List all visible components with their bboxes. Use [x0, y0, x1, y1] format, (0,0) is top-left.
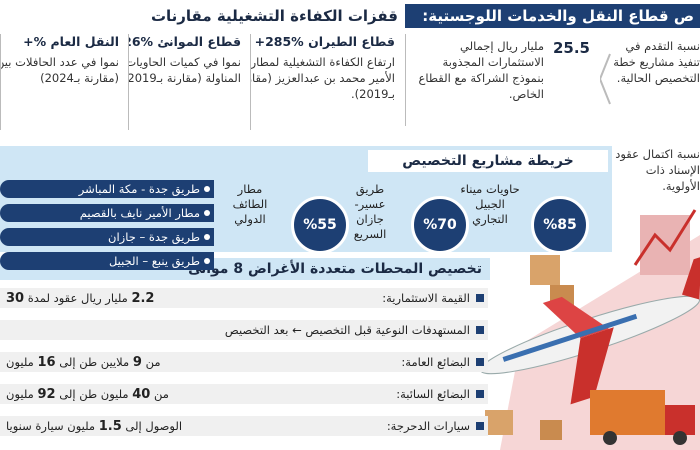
efficiency-title: قفزات الكفاءة التشغيلية مقارنات: [150, 7, 398, 25]
port-row: القيمة الاستثمارية: 2.2 مليار ريال عقود ل…: [0, 288, 488, 308]
value-part: ملايين طن: [79, 355, 130, 369]
row-value: 2.2 مليار ريال عقود لمدة 30: [0, 288, 154, 308]
bracket-icon: [600, 53, 611, 105]
bullet: [476, 358, 484, 366]
wing: [570, 327, 614, 405]
stat-box: 25.5 مليار ريال إجمالي الاستثمارات المجذ…: [405, 34, 596, 126]
stat-box: نسبة التقدم في تنفيذ مشاريع خطة التخصيص …: [600, 34, 700, 130]
value-part: 2.2: [131, 291, 155, 306]
efficiency-sector: النقل العام: [50, 34, 119, 49]
value-part: 92: [37, 387, 56, 402]
windows: [502, 313, 638, 362]
port-row: البضائع السائبة: من 40 مليون طن إلى 92 مل…: [0, 384, 488, 404]
efficiency-column: النقل العام +% نموا في عدد الحافلات بين (…: [0, 34, 125, 130]
port-row: المستهدفات النوعية قبل التخصيص ← بعد الت…: [0, 320, 488, 340]
sector-title: ص قطاع النقل والخدمات اللوجستية:: [405, 4, 700, 28]
port-row: البضائع العامة: من 9 ملايين طن إلى 16 ملي…: [0, 352, 488, 372]
project-item: طريق ينبع – الجبيل: [0, 252, 214, 270]
row-label: البضائع السائبة:: [396, 387, 470, 401]
efficiency-text: نموا في عدد الحافلات بين (مقارنة بـ2024): [0, 55, 119, 85]
efficiency-sector: قطاع الموانئ: [157, 34, 241, 49]
value-part: 40: [132, 387, 151, 402]
value-part: مليون طن: [79, 387, 129, 401]
row-label: البضائع العامة:: [401, 355, 470, 369]
tail: [682, 256, 700, 300]
truck-cab: [665, 405, 695, 435]
progress-label: حاويات ميناء الجبيل التجاري: [460, 182, 520, 226]
progress-label: طريق عسير- جازان السريع: [353, 182, 387, 241]
wheel: [673, 431, 687, 445]
stat-text: نسبة التقدم في تنفيذ مشاريع خطة التخصيص …: [613, 39, 700, 85]
wing: [542, 296, 610, 339]
stat-box: نسبة اكتمال عقود الإسناد ذات الأولوية.: [615, 146, 700, 208]
row-label: سيارات الدحرجة:: [386, 419, 470, 433]
row-label: القيمة الاستثمارية:: [382, 291, 470, 305]
wheel: [603, 431, 617, 445]
value-part: مليون سيارة سنويا: [6, 419, 96, 433]
value-part: إلى: [59, 387, 76, 401]
stat-value: 25.5: [552, 40, 590, 56]
project-item: مطار الأمير نايف بالقصيم: [0, 204, 214, 222]
efficiency-heading: النقل العام +%: [23, 34, 119, 50]
value-part: مليون: [6, 387, 34, 401]
progress-circle: %85: [531, 196, 589, 254]
value-part: مليار ريال عقود لمدة: [27, 291, 128, 305]
value-part: 30: [6, 291, 25, 306]
row-value: من 40 مليون طن إلى 92 مليون: [0, 384, 169, 404]
row-value: الوصول إلى 1.5 مليون سيارة سنويا: [0, 416, 182, 436]
efficiency-text: ارتفاع الكفاءة التشغيلية لمطار الأمير مح…: [250, 55, 395, 101]
stat-text: نسبة اكتمال عقود الإسناد ذات الأولوية.: [615, 147, 700, 193]
value-part: 16: [37, 355, 56, 370]
trend-arrow: [633, 209, 697, 266]
value-part: 1.5: [98, 419, 122, 434]
value-part: من: [145, 355, 161, 369]
map-title: خريطة مشاريع التخصيص: [368, 150, 608, 172]
efficiency-change: +%: [23, 34, 47, 49]
truck: [590, 390, 665, 435]
value-part: 9: [132, 355, 142, 370]
project-item: طريق جدة - مكة المباشر: [0, 180, 214, 198]
bullet: [476, 390, 484, 398]
efficiency-column: قطاع الموانئ +26% نموا في كميات الحاويات …: [128, 34, 247, 130]
progress-circle: %55: [291, 196, 349, 254]
value-part: مليون: [6, 355, 34, 369]
efficiency-heading: قطاع الموانئ +26%: [129, 34, 241, 50]
box: [485, 410, 513, 435]
efficiency-text: نموا في كميات الحاويات المناولة (مقارنة …: [128, 55, 241, 85]
efficiency-sector: قطاع الطيران: [308, 34, 395, 49]
value-part: إلى: [59, 355, 76, 369]
efficiency-heading: قطاع الطيران +285%: [255, 34, 395, 50]
efficiency-change: +285%: [254, 34, 304, 49]
bullet: [476, 294, 484, 302]
project-item: طريق جدة – جازان: [0, 228, 214, 246]
value-part: من: [153, 387, 169, 401]
port-row: سيارات الدحرجة: الوصول إلى 1.5 مليون سيار…: [0, 416, 488, 436]
value-part: الوصول إلى: [125, 419, 183, 433]
bracket: [600, 53, 611, 105]
box: [540, 420, 562, 440]
stat-text: مليار ريال إجمالي الاستثمارات المجذوبة ب…: [418, 39, 544, 101]
bullet: [476, 422, 484, 430]
efficiency-change: +26%: [129, 34, 154, 49]
efficiency-column: قطاع الطيران +285% ارتفاع الكفاءة التشغيل…: [250, 34, 401, 130]
row-value: من 9 ملايين طن إلى 16 مليون: [0, 352, 160, 372]
box: [530, 255, 560, 285]
progress-circle: %70: [411, 196, 469, 254]
progress-label: مطار الطائف الدولي: [232, 182, 268, 226]
bullet: [476, 326, 484, 334]
row-label: المستهدفات النوعية قبل التخصيص ← بعد الت…: [224, 323, 470, 337]
